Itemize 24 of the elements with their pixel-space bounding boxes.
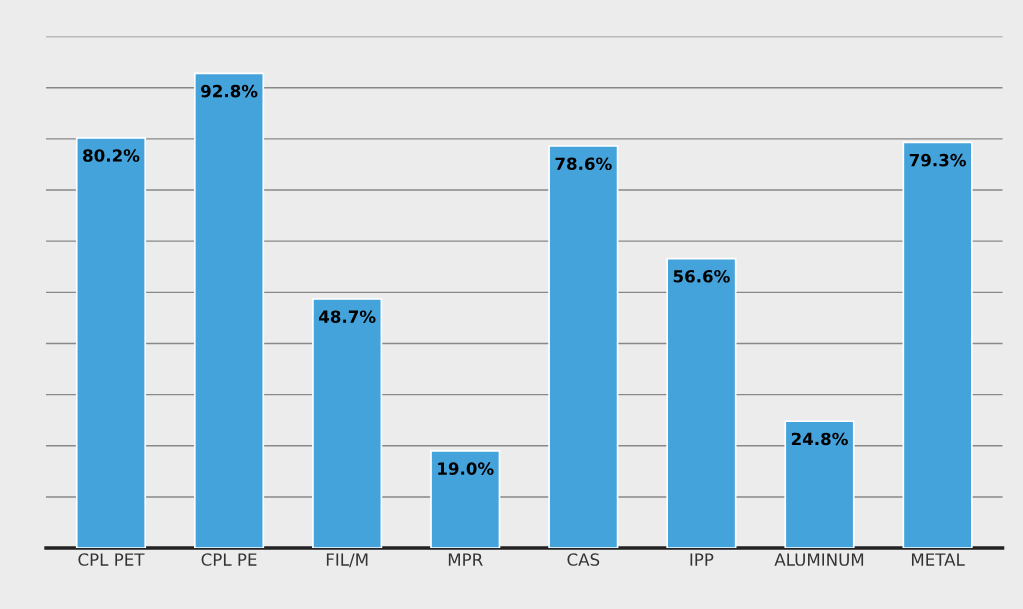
x-tick-label: FIL/M [326, 553, 368, 568]
x-tick-label: CPL PE [201, 553, 257, 566]
bar [430, 450, 501, 549]
data-label: 78.6% [555, 157, 612, 171]
data-label: 80.2% [83, 149, 140, 162]
data-label: 56.6% [673, 269, 730, 283]
data-label: 19.0% [438, 462, 494, 475]
bar [666, 257, 737, 549]
bar [548, 145, 619, 549]
bar [75, 136, 147, 549]
x-tick-label: METAL [911, 553, 965, 566]
data-label: 48.7% [319, 310, 376, 323]
bar [193, 72, 265, 549]
data-label: 79.3% [909, 153, 966, 167]
bar [784, 420, 855, 549]
x-tick-label: ALUMINUM [774, 553, 864, 566]
data-label: 92.8% [201, 84, 258, 98]
data-label: 24.8% [791, 432, 848, 446]
x-tick-label: CAS [567, 553, 600, 566]
x-tick-label: CPL PET [78, 553, 145, 566]
bar [312, 298, 383, 549]
x-tick-label: IPP [690, 553, 714, 566]
bar [902, 141, 973, 549]
x-tick-label: MPR [448, 553, 483, 566]
